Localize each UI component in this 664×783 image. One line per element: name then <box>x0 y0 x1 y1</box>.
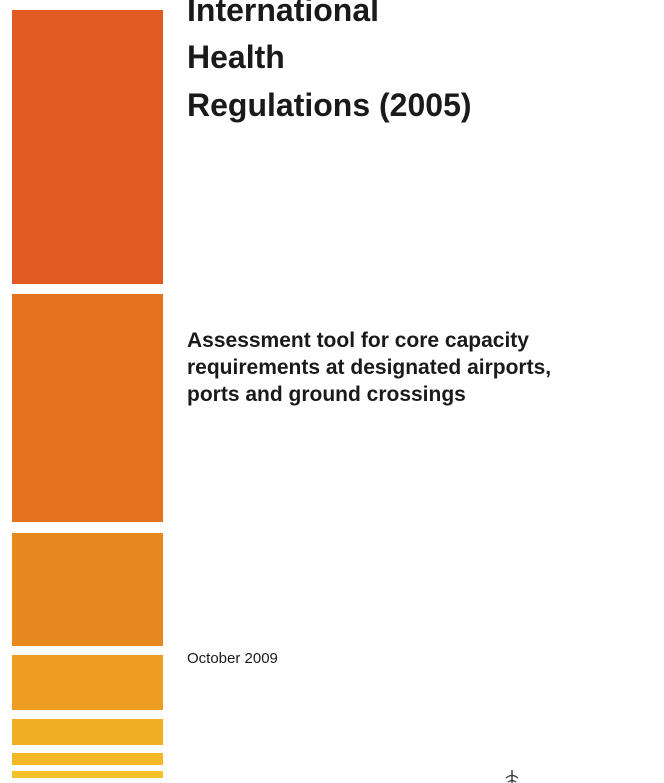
subtitle-line-2: requirements at designated airports, <box>187 356 552 379</box>
color-stripe-6 <box>12 753 163 765</box>
color-stripe-7 <box>12 771 163 778</box>
title-line-2: Health <box>187 39 285 75</box>
subtitle-line-3: ports and ground crossings <box>187 383 466 406</box>
color-stripe-3 <box>12 533 163 646</box>
publication-date: October 2009 <box>187 650 278 667</box>
title-line-3: Regulations (2005) <box>187 87 472 123</box>
color-stripe-2 <box>12 294 163 522</box>
subtitle: Assessment tool for core capacity requir… <box>187 327 657 408</box>
subtitle-line-1: Assessment tool for core capacity <box>187 329 529 352</box>
color-stripe-1 <box>12 10 163 284</box>
title-line-1: International <box>187 0 380 28</box>
emblem-fragment-icon <box>505 770 519 783</box>
color-stripe-5 <box>12 719 163 745</box>
color-stripe-4 <box>12 655 163 710</box>
